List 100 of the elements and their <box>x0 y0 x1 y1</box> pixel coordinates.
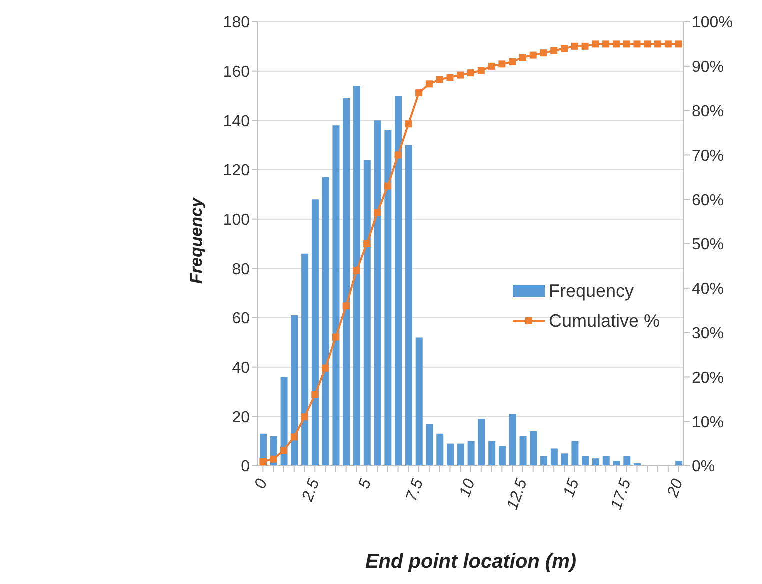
point <box>416 90 423 97</box>
bar <box>468 441 475 466</box>
y2-tick-label: 20% <box>692 370 724 387</box>
bar <box>676 461 683 466</box>
x-tick-label: 5 <box>356 477 376 492</box>
x-tick-label: 7.5 <box>403 477 428 504</box>
y-tick-label: 120 <box>223 162 250 180</box>
point <box>384 182 392 190</box>
bar <box>488 441 496 466</box>
bar <box>520 436 527 466</box>
y2-tick-label: 40% <box>692 281 724 298</box>
point <box>457 72 464 79</box>
x-tick-label: 10 <box>456 476 480 500</box>
point <box>342 302 350 310</box>
x-tick-label: 17.5 <box>608 476 635 512</box>
point <box>426 80 433 88</box>
bar <box>384 130 392 466</box>
point <box>290 434 298 441</box>
bar <box>343 98 350 466</box>
point <box>498 60 506 68</box>
bar <box>561 454 568 466</box>
y2-tick-label: 10% <box>692 414 724 432</box>
point <box>654 40 662 48</box>
point <box>634 40 641 48</box>
bar <box>602 456 610 466</box>
bar <box>540 456 548 466</box>
x-tick-label: 15 <box>560 476 583 500</box>
point <box>571 42 578 50</box>
y2-tick-label: 50% <box>692 236 724 254</box>
bar <box>582 456 590 466</box>
bar <box>280 377 288 466</box>
bar <box>405 145 412 466</box>
bar <box>592 458 600 466</box>
y2-tick-label: 90% <box>692 59 724 76</box>
y-tick-label: 100 <box>223 212 250 230</box>
point <box>582 42 589 50</box>
point <box>270 456 278 463</box>
y-tick-label: 160 <box>223 64 250 82</box>
y-tick-label: 180 <box>223 14 250 32</box>
y-tick-label: 140 <box>223 113 250 130</box>
bar <box>302 254 309 466</box>
bar <box>416 338 423 466</box>
point <box>675 40 682 48</box>
y2-tick-label: 70% <box>692 148 724 165</box>
bar <box>572 441 579 466</box>
point <box>488 62 496 70</box>
x-axis-title: End point location (m) <box>365 551 577 573</box>
point <box>353 267 360 274</box>
point <box>540 50 548 57</box>
y-axis-title: Frequency <box>187 196 206 284</box>
y2-tick-label: 100% <box>692 14 733 32</box>
x-tick-label: 12.5 <box>504 476 531 512</box>
y-tick-label: 0 <box>241 458 250 476</box>
bar <box>478 419 486 466</box>
bar <box>291 316 298 466</box>
bar <box>354 86 361 466</box>
point <box>394 152 402 159</box>
legend-label: Cumulative % <box>549 310 660 332</box>
point <box>312 391 319 398</box>
point <box>602 40 610 48</box>
bar <box>457 444 464 466</box>
point <box>280 446 288 454</box>
point <box>436 76 444 84</box>
bar <box>364 160 371 466</box>
x-tick-label: 20 <box>664 476 687 501</box>
point <box>478 67 485 74</box>
point <box>561 45 568 52</box>
y2-tick-label: 60% <box>692 192 724 210</box>
bar <box>374 120 382 466</box>
bar <box>447 444 454 466</box>
point <box>374 209 381 216</box>
point <box>301 414 308 421</box>
point <box>623 40 630 48</box>
x-tick-label: 2.5 <box>299 477 324 505</box>
point <box>592 40 600 48</box>
point <box>405 120 412 128</box>
bar <box>613 461 620 466</box>
x-tick-label: 0 <box>252 477 272 492</box>
bar <box>509 414 516 466</box>
point <box>550 47 558 54</box>
bar <box>395 96 402 466</box>
point <box>322 364 330 372</box>
bar <box>332 126 340 466</box>
y-tick-label: 20 <box>232 409 250 426</box>
y-tick-label: 80 <box>232 261 250 278</box>
point <box>664 40 672 48</box>
point <box>468 70 474 77</box>
point <box>644 40 652 48</box>
point <box>509 58 516 66</box>
bar <box>312 200 319 466</box>
point <box>332 334 340 341</box>
bar <box>624 456 631 466</box>
y2-tick-label: 80% <box>692 103 724 120</box>
bar <box>550 448 558 466</box>
bar <box>498 446 506 466</box>
point <box>364 240 371 248</box>
point <box>612 40 620 48</box>
y2-tick-label: 0% <box>692 458 716 476</box>
legend-label: Frequency <box>549 280 634 302</box>
bar <box>530 431 538 466</box>
